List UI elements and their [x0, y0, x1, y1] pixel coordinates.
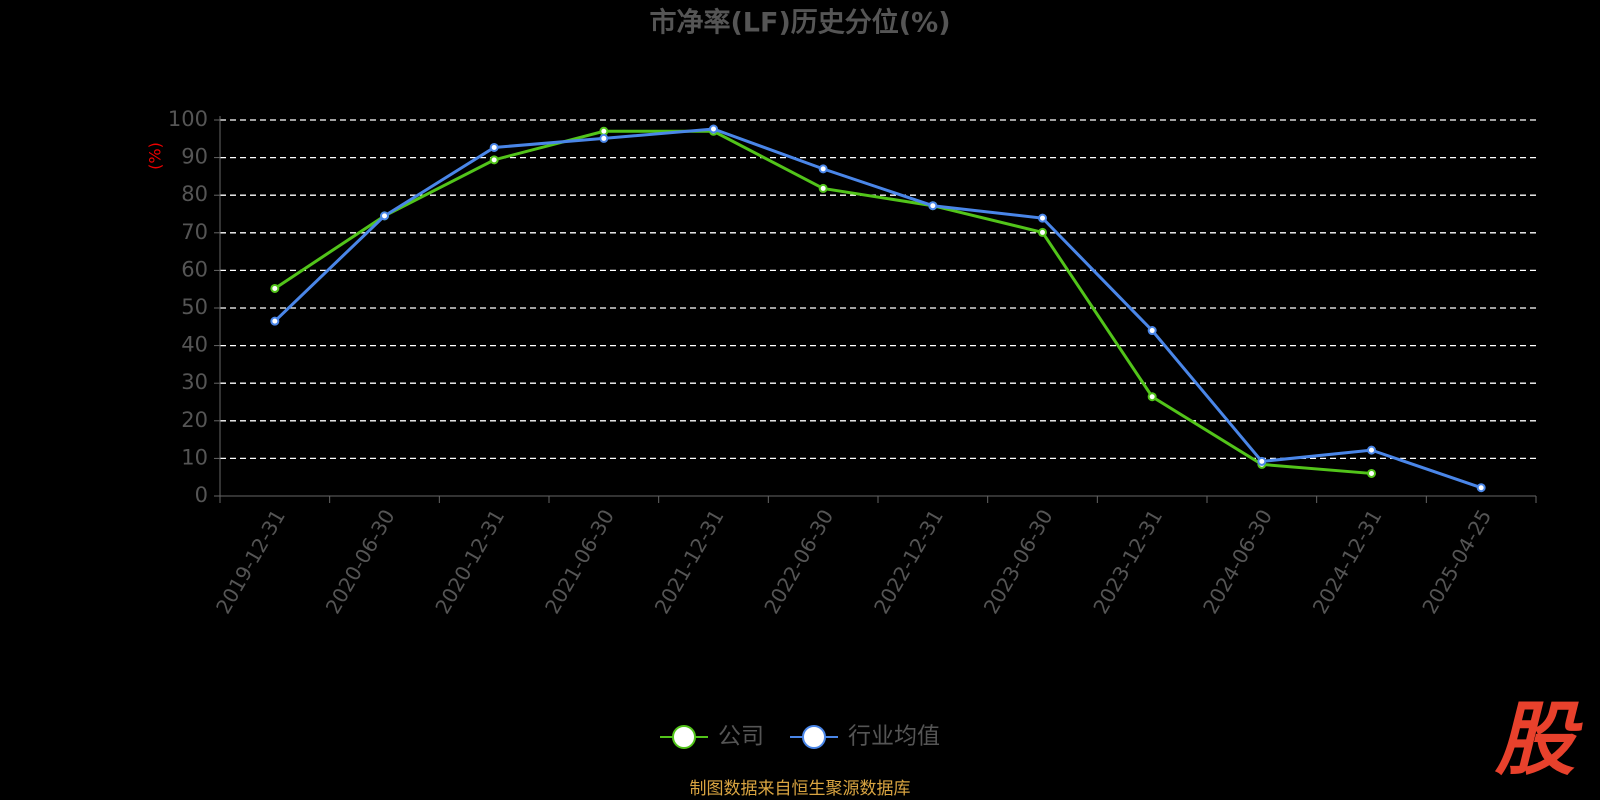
x-tick-label: 2024-12-31 [1308, 505, 1387, 618]
x-tick-label: 2023-12-31 [1088, 505, 1167, 618]
data-point [709, 124, 718, 134]
legend-label: 行业均值 [848, 724, 940, 750]
data-point [928, 201, 938, 211]
x-tick-label: 2020-12-31 [430, 505, 509, 618]
y-tick-label: 80 [181, 182, 208, 206]
source-note: 制图数据来自恒生聚源数据库 [690, 779, 911, 799]
data-point [1476, 483, 1486, 493]
x-tick-label: 2025-04-25 [1417, 505, 1496, 618]
data-point [1367, 445, 1376, 455]
data-point [1257, 456, 1267, 466]
y-tick-label: 90 [181, 145, 208, 169]
y-tick-label: 60 [181, 257, 208, 281]
data-point [1147, 392, 1157, 402]
x-tick-label: 2023-06-30 [979, 505, 1058, 618]
legend-marker [802, 725, 826, 749]
data-point [599, 126, 609, 136]
data-point [818, 183, 828, 193]
x-tick-label: 2021-06-30 [540, 505, 619, 618]
data-point [270, 283, 280, 293]
x-tick-label: 2024-06-30 [1198, 505, 1277, 618]
x-tick-label: 2019-12-31 [211, 505, 290, 618]
x-tick-label: 2022-12-31 [869, 505, 948, 618]
data-point [380, 211, 389, 221]
y-tick-label: 10 [181, 445, 208, 469]
data-point [489, 142, 499, 152]
y-tick-label: 30 [181, 370, 208, 394]
data-point [1038, 227, 1047, 237]
series-line [273, 127, 1482, 490]
y-tick-label: 100 [168, 107, 208, 131]
y-tick-label: 50 [181, 295, 208, 319]
data-point [1038, 213, 1047, 223]
data-point [1147, 326, 1157, 336]
y-tick-label: 40 [181, 333, 208, 357]
data-point [818, 164, 828, 174]
legend-marker [672, 725, 696, 749]
data-point [270, 316, 280, 326]
y-tick-label: 20 [181, 408, 208, 432]
y-axis-label: (%) [146, 142, 165, 170]
x-tick-label: 2021-12-31 [650, 505, 729, 618]
data-point [1367, 468, 1376, 478]
y-tick-label: 70 [181, 220, 208, 244]
data-point [599, 133, 609, 143]
data-point [489, 155, 499, 165]
y-tick-label: 0 [195, 483, 208, 507]
chart-title: 市净率(LF)历史分位(%) [649, 7, 950, 39]
logo: 股 [1494, 693, 1583, 786]
x-tick-label: 2020-06-30 [321, 505, 400, 618]
x-tick-label: 2022-06-30 [759, 505, 838, 618]
legend-label: 公司 [718, 724, 764, 750]
